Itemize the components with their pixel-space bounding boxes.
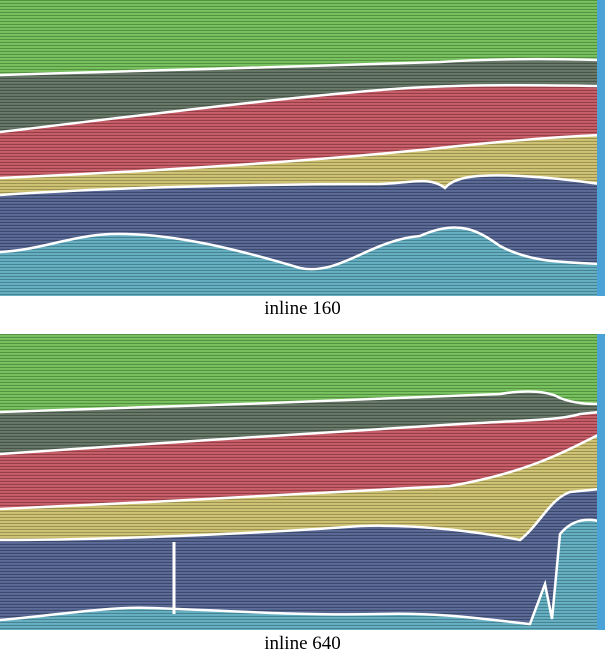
seismic-image-1	[0, 0, 605, 296]
caption-inline-640: inline 640	[264, 633, 341, 654]
right-edge-strip	[597, 334, 605, 630]
seismic-section-inline-640	[0, 334, 605, 630]
caption-inline-160: inline 160	[264, 298, 341, 319]
right-edge-strip	[597, 0, 605, 296]
seismic-image-2	[0, 334, 605, 630]
horizon-lines	[0, 57, 601, 271]
seismic-section-inline-160	[0, 0, 605, 296]
horizon-lines	[0, 390, 605, 626]
